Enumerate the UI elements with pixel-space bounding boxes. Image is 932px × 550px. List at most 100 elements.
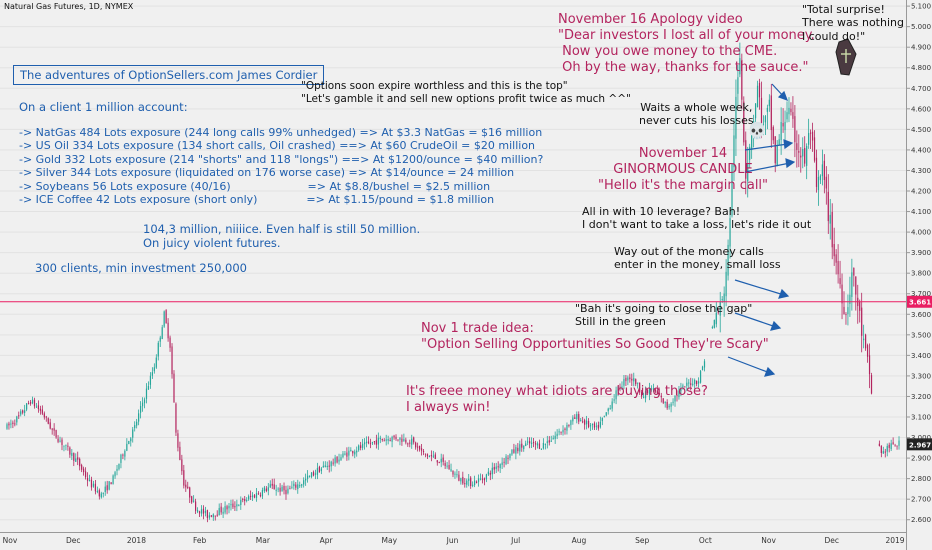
candle-body [191,496,193,503]
candle-body [729,218,731,247]
candle-body [116,468,118,471]
y-tick-label: 5.000 [911,23,931,31]
candle-body [29,402,32,404]
candle-body [424,453,427,455]
candle-body [890,443,892,450]
candle-body [18,415,20,417]
candle-body [772,127,774,141]
candle-body [546,441,548,443]
candle-body [641,392,643,397]
coffin-icon [835,38,857,76]
candle-body [868,355,871,375]
annotation-freee: It's freee money what idiots are buying … [406,384,708,415]
candle-body [650,388,653,390]
candle-body [12,422,14,424]
candle-body [26,403,28,410]
candle-body [788,107,790,115]
candle-body [222,511,224,514]
arrow-bah [734,312,777,328]
candle-body [57,438,59,442]
candle-body [177,433,179,448]
candle-body [562,429,564,433]
candle-body [855,276,857,295]
candle-body [660,395,662,398]
candle-body [796,143,798,150]
arrow-way-out-head [778,288,790,299]
candle-body [344,453,346,455]
candle-body [379,437,381,440]
candle-body [413,437,415,443]
candle-body [821,164,823,177]
candle-body [428,455,431,458]
candle-body [898,440,900,446]
candle-body [367,441,370,444]
y-tick-label: 4.300 [911,167,931,175]
candle-body [269,484,271,488]
candle-body [888,444,890,448]
candle-body [552,438,554,440]
candle-body [126,443,128,451]
candle-body [790,108,792,113]
candle-body [619,386,621,389]
exposure-item: -> Soybeans 56 Lots exposure (40/16) => … [19,179,491,193]
candle-body [397,439,399,441]
candle-body [534,443,537,445]
arrow-margin-head [785,158,796,169]
exposure-item: -> Gold 332 Lots exposure (214 "shorts" … [19,152,544,166]
candle-body [572,417,574,422]
candle-body [491,467,493,475]
candle-body [426,454,429,457]
candle-body [585,420,588,425]
candle-body [892,442,894,445]
x-tick-label: Dec [66,536,81,545]
candle-body [550,440,552,442]
candle-body [6,424,8,429]
candle-body [859,301,861,311]
candle-body [240,500,242,505]
candle-body [314,473,317,475]
candle-body [499,464,501,469]
candle-body [273,484,275,490]
candle-body [53,428,55,431]
candle-body [894,445,896,447]
candle-body [782,123,784,127]
y-tick-label: 3.900 [911,249,931,257]
candle-body [346,452,348,457]
candle-body [228,505,230,509]
annotation-bah: "Bah it's going to close the gap" Still … [575,302,753,329]
candle-body [703,361,706,368]
candle-body [163,311,165,327]
candle-body [377,437,379,445]
candle-body [623,378,625,386]
candle-body [285,489,287,495]
candle-body [45,416,47,418]
candle-body [792,112,794,119]
candle-body [244,499,246,502]
candle-body [639,382,641,393]
candle-body [717,311,719,313]
candle-body [338,459,340,462]
candle-body [827,191,829,222]
candle-body [849,294,851,304]
candle-body [14,423,16,425]
candle-body [739,58,741,75]
candle-body [10,423,12,425]
candle-body [741,59,743,100]
candle-body [530,442,533,444]
y-axis: 2.600 2.700 2.800 2.900 3.000 3.100 3.200 3.300… [906,3,931,524]
candle-body [183,470,185,486]
candle-body [194,501,197,511]
candle-body [216,514,218,516]
candle-body [120,454,122,463]
candle-body [764,116,767,123]
candle-body [395,436,397,440]
candle-body [762,124,765,126]
candle-body [320,468,322,472]
candle-body [886,445,888,452]
annotation-nov16: November 16 Apology video "Dear investor… [558,12,815,75]
candle-body [607,408,609,412]
candle-body [324,465,326,467]
candle-body [609,408,611,410]
candles [6,42,900,523]
candle-body [143,399,146,404]
